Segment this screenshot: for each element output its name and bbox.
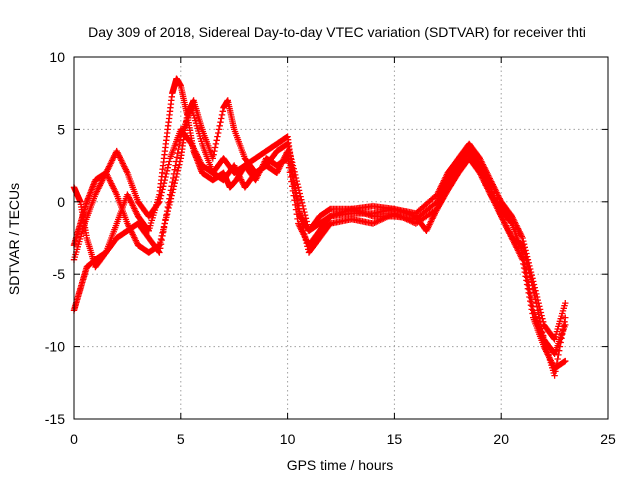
y-tick-label: 10: [49, 49, 65, 65]
chart-title: Day 309 of 2018, Sidereal Day-to-day VTE…: [88, 24, 586, 40]
y-tick-label: 0: [57, 194, 65, 210]
y-tick-label: -10: [45, 339, 65, 355]
x-axis-label: GPS time / hours: [287, 457, 394, 473]
x-tick-label: 10: [280, 431, 296, 447]
x-tick-label: 0: [70, 431, 78, 447]
x-tick-label: 15: [387, 431, 403, 447]
x-tick-label: 25: [600, 431, 616, 447]
plot-frame: [73, 56, 609, 420]
y-tick-label: -15: [45, 411, 65, 427]
x-tick-label: 20: [493, 431, 509, 447]
y-tick-label: -5: [53, 266, 66, 282]
y-axis-label: SDTVAR / TECUs: [6, 183, 22, 295]
axis-ticks: 0 5 10 15 20 25 -15 -10 -5 0 5 10: [45, 49, 616, 447]
data-points: [70, 75, 569, 379]
x-tick-label: 5: [177, 431, 185, 447]
grid-lines: [74, 57, 608, 419]
y-tick-label: 5: [57, 121, 65, 137]
